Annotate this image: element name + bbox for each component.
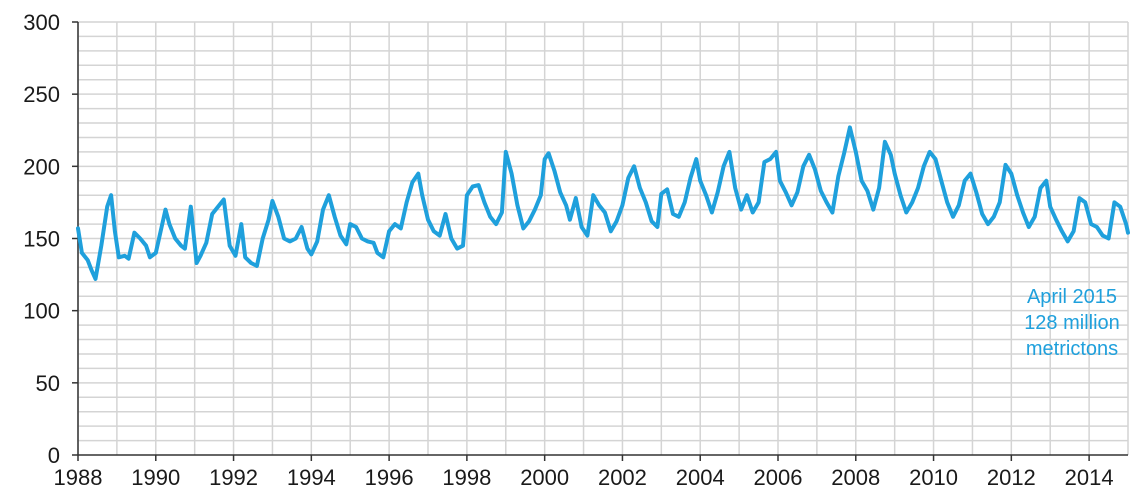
- annotation-line: metrictons: [1026, 338, 1118, 360]
- annotation-line: 128 million: [1024, 312, 1120, 334]
- x-tick-label: 2008: [831, 465, 880, 490]
- y-tick-label: 300: [23, 10, 60, 35]
- annotation: April 2015 128 million metrictons: [1024, 286, 1120, 360]
- tick-labels: 0 50 100 150 200 250 300 1988 1990 1992 1994 1996 19…: [23, 10, 1113, 490]
- x-tick-label: 1992: [209, 465, 258, 490]
- series-group: [76, 125, 1130, 281]
- x-tick-label: 2002: [598, 465, 647, 490]
- x-tick-label: 2004: [676, 465, 725, 490]
- series-line: [76, 125, 1130, 281]
- x-tick-label: 1988: [54, 465, 103, 490]
- x-tick-label: 2006: [754, 465, 803, 490]
- y-tick-label: 50: [36, 371, 60, 396]
- annotation-line: April 2015: [1027, 286, 1117, 308]
- y-tick-label: 0: [48, 443, 60, 468]
- y-tick-label: 150: [23, 227, 60, 252]
- x-tick-label: 2014: [1065, 465, 1114, 490]
- y-tick-label: 200: [23, 154, 60, 179]
- x-tick-label: 1990: [131, 465, 180, 490]
- x-tick-label: 2010: [909, 465, 958, 490]
- x-tick-label: 2000: [520, 465, 569, 490]
- x-tick-label: 1996: [365, 465, 414, 490]
- x-tick-label: 2012: [987, 465, 1036, 490]
- y-tick-label: 250: [23, 82, 60, 107]
- grid: [77, 21, 1129, 455]
- y-tick-label: 100: [23, 299, 60, 324]
- x-tick-label: 1998: [442, 465, 491, 490]
- x-tick-label: 1994: [287, 465, 336, 490]
